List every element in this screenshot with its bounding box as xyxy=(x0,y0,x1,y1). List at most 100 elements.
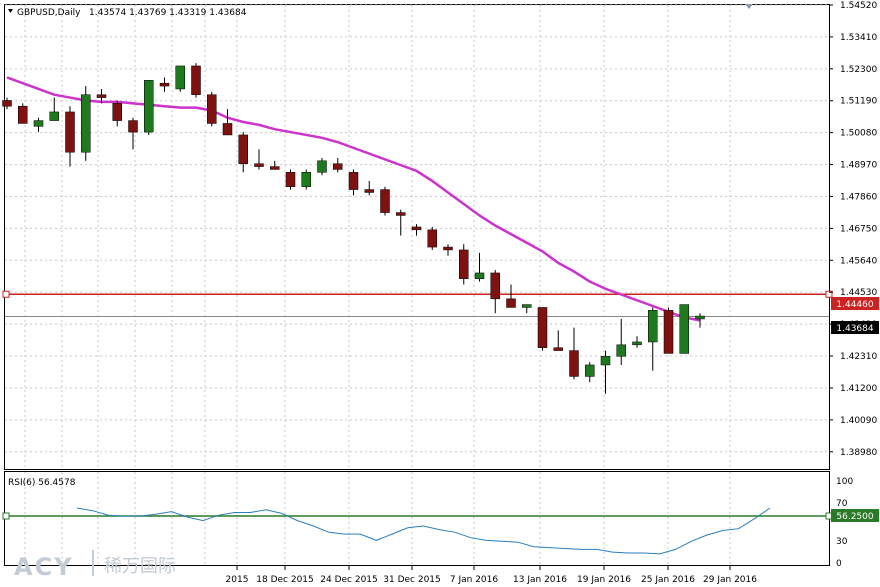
bull-candle xyxy=(616,344,626,357)
bear-candle xyxy=(2,100,12,107)
y-tick-label: 1.51190 xyxy=(840,97,877,107)
bear-candle xyxy=(333,163,343,170)
rsi-level-label: 56.2500 xyxy=(836,512,873,522)
resistance-handle xyxy=(2,290,10,298)
symbol-title: GBPUSD,Daily xyxy=(17,8,81,18)
bear-candle xyxy=(663,310,674,354)
main-chart-frame xyxy=(4,4,830,470)
resistance-tag-label: 1.44460 xyxy=(836,300,873,310)
shift-marker-icon[interactable] xyxy=(745,4,753,9)
y-tick-label: 1.44530 xyxy=(840,288,877,298)
bear-candle xyxy=(427,229,437,248)
bear-candle xyxy=(207,94,217,124)
bull-candle xyxy=(317,160,327,173)
x-tick-label: 31 Dec 2015 xyxy=(383,575,441,585)
bear-candle xyxy=(459,249,469,279)
y-tick-label: 1.52300 xyxy=(840,65,877,75)
bear-candle xyxy=(65,111,75,153)
bear-candle xyxy=(396,212,406,216)
bear-candle xyxy=(159,82,170,87)
resistance-tag: 1.44460 xyxy=(831,297,879,310)
bear-candle xyxy=(270,166,280,170)
rsi-tick-label: 70 xyxy=(836,499,848,509)
bear-candle xyxy=(222,123,233,136)
ma-polyline xyxy=(6,76,701,322)
bull-candle xyxy=(474,272,485,279)
rsi-level-handle xyxy=(2,512,10,520)
acy-watermark: ACY 稀万国际 xyxy=(14,550,176,581)
x-tick-label: 29 Jan 2016 xyxy=(703,575,757,585)
current-price-label: 1.43684 xyxy=(836,324,873,334)
watermark-brand: ACY xyxy=(14,553,74,581)
x-tick-label: 25 Jan 2016 xyxy=(641,575,695,585)
bull-candle xyxy=(679,304,689,354)
bear-candle xyxy=(191,65,201,95)
rsi-tick-label: 100 xyxy=(836,477,853,487)
bull-candle xyxy=(81,94,91,153)
y-tick-label: 1.45640 xyxy=(840,256,877,266)
date-axis: 2015 18 Dec 2015 24 Dec 2015 31 Dec 2015 7 J… xyxy=(226,566,757,585)
moving-average xyxy=(6,76,701,322)
y-tick-label: 1.42310 xyxy=(840,352,877,362)
bear-candle xyxy=(96,94,107,98)
y-tick-label: 1.40090 xyxy=(840,416,877,426)
price-axis: 1.54520 1.53410 1.52300 1.51190 1.50080 1.489… xyxy=(829,1,877,458)
y-tick-label: 1.48970 xyxy=(840,161,877,171)
y-tick-label: 1.50080 xyxy=(840,129,877,139)
watermark-chinese: 稀万国际 xyxy=(104,556,176,577)
dropdown-arrow-icon[interactable] xyxy=(8,9,13,13)
x-tick-label: 18 Dec 2015 xyxy=(256,575,314,585)
main-grid xyxy=(5,4,829,469)
bear-candle xyxy=(506,298,516,308)
bear-candle xyxy=(490,272,500,300)
current-price-tag: 1.43684 xyxy=(831,321,879,334)
rsi-grid xyxy=(24,472,731,565)
bear-candle xyxy=(112,103,122,121)
bear-candle xyxy=(18,105,28,124)
resistance-handle xyxy=(825,290,833,298)
bear-candle xyxy=(569,350,579,377)
x-tick-label: 13 Jan 2016 xyxy=(513,575,567,585)
bear-candle xyxy=(537,307,548,348)
rsi-line xyxy=(2,507,833,555)
bear-candle xyxy=(553,347,563,351)
y-tick-label: 1.41200 xyxy=(840,384,877,394)
bear-candle xyxy=(443,246,453,251)
bull-candle xyxy=(175,65,185,90)
candles xyxy=(2,63,705,394)
rsi-tick-label: 0 xyxy=(836,559,842,569)
bear-candle xyxy=(238,134,248,164)
bull-candle xyxy=(600,356,611,366)
y-tick-label: 1.53410 xyxy=(840,33,877,43)
ohlc-values: 1.43574 1.43769 1.43319 1.43684 xyxy=(89,8,247,18)
chart-title: GBPUSD,Daily 1.43574 1.43769 1.43319 1.4… xyxy=(8,8,247,18)
level-lines xyxy=(2,290,833,318)
bull-candle xyxy=(522,304,532,308)
x-tick-label: 7 Jan 2016 xyxy=(450,575,498,585)
bull-candle xyxy=(585,364,595,377)
rsi-frame xyxy=(4,471,830,566)
rsi-level-tag: 56.2500 xyxy=(831,509,879,522)
bear-candle xyxy=(254,163,264,167)
bull-candle xyxy=(33,120,44,127)
rsi-polyline xyxy=(76,507,771,555)
rsi-axis: 100 70 30 0 xyxy=(836,477,853,569)
bear-candle xyxy=(411,226,422,231)
bear-candle xyxy=(380,189,390,213)
x-tick-label: 2015 xyxy=(226,575,249,585)
bull-candle xyxy=(648,310,658,343)
x-tick-label: 19 Jan 2016 xyxy=(577,575,631,585)
bull-candle xyxy=(301,172,311,187)
bear-candle xyxy=(128,120,138,133)
bear-candle xyxy=(285,172,296,187)
y-tick-label: 1.46750 xyxy=(840,224,877,234)
bear-candle xyxy=(348,172,359,190)
y-tick-label: 1.54520 xyxy=(840,1,877,11)
x-tick-label: 24 Dec 2015 xyxy=(320,575,378,585)
y-tick-label: 1.47860 xyxy=(840,192,877,202)
bear-candle xyxy=(364,189,374,193)
rsi-title: RSI(6) 56.4578 xyxy=(8,478,76,488)
bull-candle xyxy=(144,80,154,133)
bull-candle xyxy=(49,111,59,121)
